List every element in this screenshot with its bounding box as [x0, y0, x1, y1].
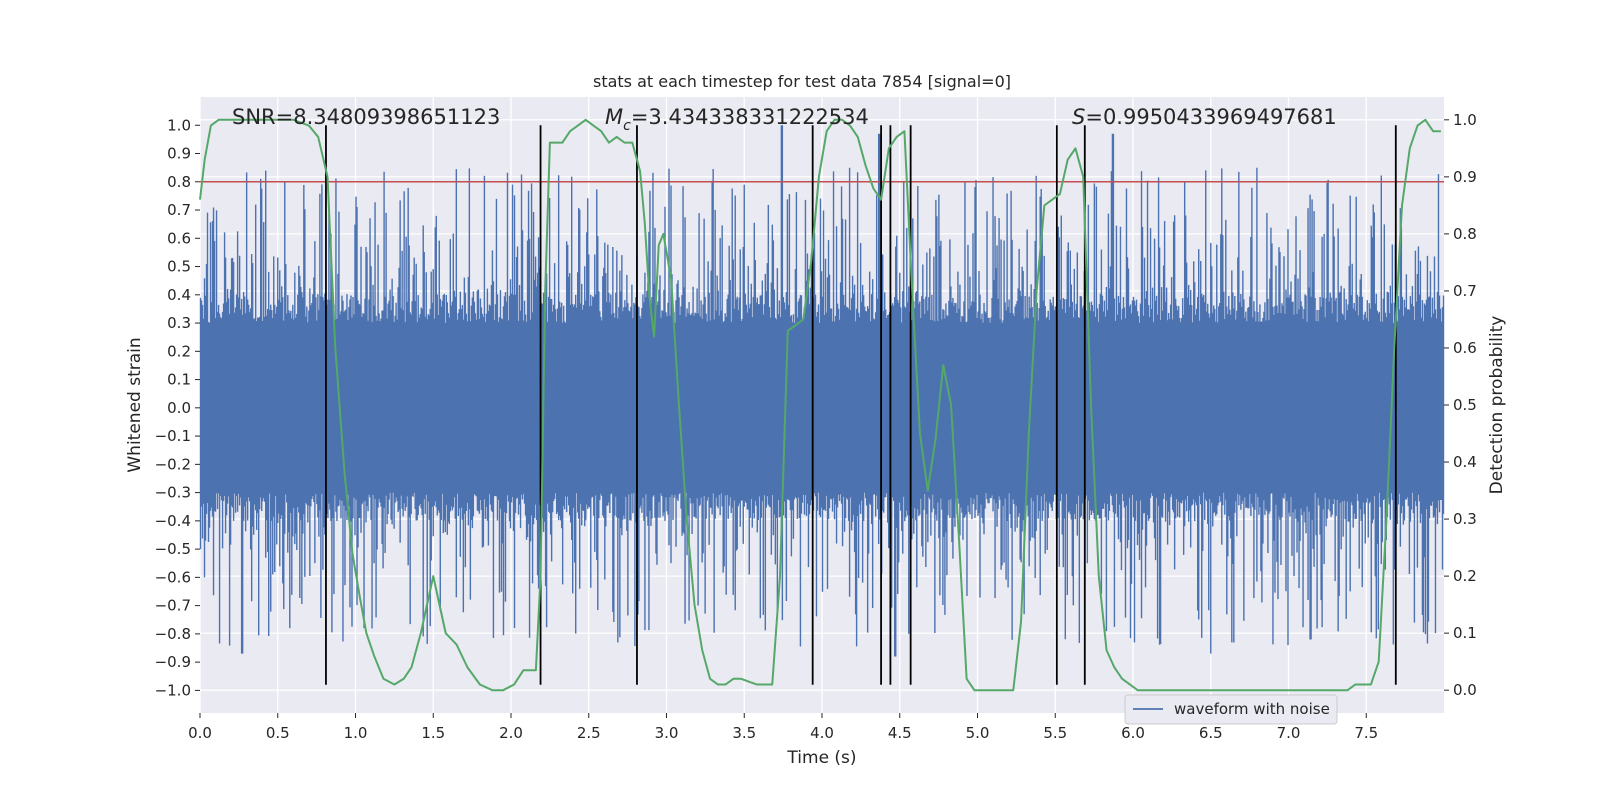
y-tick-label: 0.1 [167, 371, 191, 389]
x-tick-label: 3.0 [655, 724, 679, 742]
x-tick-label: 0.5 [266, 724, 290, 742]
x-axis-label: Time (s) [786, 748, 856, 768]
x-tick-label: 2.0 [499, 724, 523, 742]
snr-annotation: SNR=8.34809398651123 [232, 105, 500, 129]
y-tick-label: −0.1 [155, 427, 191, 445]
y-tick-label: 0.9 [167, 145, 191, 163]
y-tick-label: 0.3 [167, 314, 191, 332]
x-tick-label: 5.5 [1043, 724, 1067, 742]
y-right-tick-label: 0.2 [1453, 567, 1477, 585]
y-tick-label: 0.2 [167, 342, 191, 360]
y-axis-label: Whitened strain [125, 337, 145, 472]
y-tick-label: −0.3 [155, 484, 191, 502]
x-tick-label: 4.5 [888, 724, 912, 742]
legend-label: waveform with noise [1174, 700, 1330, 718]
x-tick-label: 2.5 [577, 724, 601, 742]
y-tick-label: 1.0 [167, 116, 191, 134]
y-right-tick-label: 0.1 [1453, 624, 1477, 642]
waveform-series [199, 125, 1445, 657]
chart-title: stats at each timestep for test data 785… [593, 72, 1011, 91]
y-right-tick-label: 0.5 [1453, 396, 1477, 414]
s-annotation: S=0.9950433969497681 [1072, 105, 1337, 129]
x-tick-label: 5.0 [966, 724, 990, 742]
y-axis-right-ticks: 0.0 0.1 0.2 0.3 0.4 0.5 0.6 0.7 0.8 0.9 1.0 [1444, 111, 1477, 699]
y-tick-label: 0.5 [167, 258, 191, 276]
y-right-tick-label: 0.8 [1453, 225, 1477, 243]
y-right-tick-label: 0.7 [1453, 282, 1477, 300]
y-right-tick-label: 0.0 [1453, 681, 1477, 699]
x-tick-label: 7.0 [1277, 724, 1301, 742]
detection-probability-series [199, 118, 1441, 692]
y-tick-label: −0.6 [155, 568, 191, 586]
x-tick-label: 1.0 [344, 724, 368, 742]
y-tick-label: −0.8 [155, 625, 191, 643]
y-right-tick-label: 0.6 [1453, 339, 1477, 357]
y-tick-label: −0.5 [155, 540, 191, 558]
y-tick-label: −0.9 [155, 653, 191, 671]
chirp-mass-annotation: Mc=3.434338331222534 [605, 105, 869, 134]
y-tick-label: −1.0 [155, 681, 191, 699]
y-tick-label: −0.2 [155, 455, 191, 473]
y-tick-label: 0.8 [167, 173, 191, 191]
y-right-tick-label: 0.9 [1453, 168, 1477, 186]
y-tick-label: 0.6 [167, 229, 191, 247]
x-tick-label: 6.5 [1199, 724, 1223, 742]
x-tick-label: 3.5 [732, 724, 756, 742]
s-value: =0.9950433969497681 [1085, 105, 1336, 129]
legend-box [1124, 694, 1338, 725]
y-tick-label: 0.7 [167, 201, 191, 219]
y-axis-right-label: Detection probability [1487, 316, 1507, 495]
y-tick-label: −0.7 [155, 597, 191, 615]
y-tick-label: 0.4 [167, 286, 191, 304]
x-tick-label: 6.0 [1121, 724, 1145, 742]
y-right-tick-label: 0.3 [1453, 510, 1477, 528]
y-tick-label: 0.0 [167, 399, 191, 417]
x-tick-label: 0.0 [188, 724, 212, 742]
x-tick-label: 4.0 [810, 724, 834, 742]
y-right-tick-label: 0.4 [1453, 453, 1477, 471]
y-axis-ticks: −1.0 −0.9 −0.8 −0.7 −0.6 −0.5 −0.4 −0.3 −0.2 −0.1… [155, 116, 200, 699]
legend: waveform with noise [1124, 694, 1338, 725]
chirp-mass-symbol: M [605, 105, 623, 129]
detection-probability-line [199, 118, 1441, 692]
y-tick-label: −0.4 [155, 512, 191, 530]
s-symbol: S [1072, 105, 1085, 129]
y-right-tick-label: 1.0 [1453, 111, 1477, 129]
chirp-mass-value: =3.434338331222534 [631, 105, 869, 129]
x-axis-ticks: 0.0 0.5 1.0 1.5 2.0 2.5 3.0 3.5 4.0 4.5 5.0 5.5 6.0 6… [188, 713, 1378, 742]
x-tick-label: 1.5 [421, 724, 445, 742]
chirp-mass-subscript: c [623, 118, 631, 134]
x-tick-label: 7.5 [1354, 724, 1378, 742]
